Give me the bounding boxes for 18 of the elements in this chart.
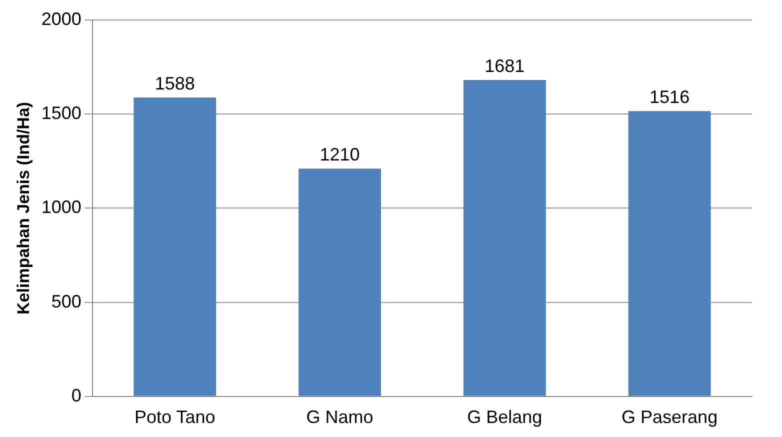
data-label: 1588	[154, 74, 195, 94]
y-tick-label: 500	[51, 291, 82, 312]
y-tick-label: 0	[71, 385, 82, 406]
bar	[298, 168, 381, 396]
data-label: 1516	[650, 87, 690, 108]
y-tick-label: 1500	[41, 103, 82, 124]
y-axis-title: Kelimpahan Jenis (Ind/Ha)	[14, 102, 33, 314]
y-tick-label: 1000	[41, 197, 82, 218]
data-label: 1210	[320, 144, 360, 165]
bar	[463, 80, 546, 396]
x-tick-label: G Paserang	[622, 407, 718, 428]
y-tick-label: 2000	[41, 8, 82, 29]
x-tick-label: Poto Tano	[134, 407, 216, 428]
bar	[628, 111, 711, 396]
x-tick-label: G Namo	[306, 407, 374, 428]
bar	[134, 98, 216, 396]
x-tick-label: G Belang	[467, 407, 542, 428]
data-label: 1681	[484, 56, 525, 76]
